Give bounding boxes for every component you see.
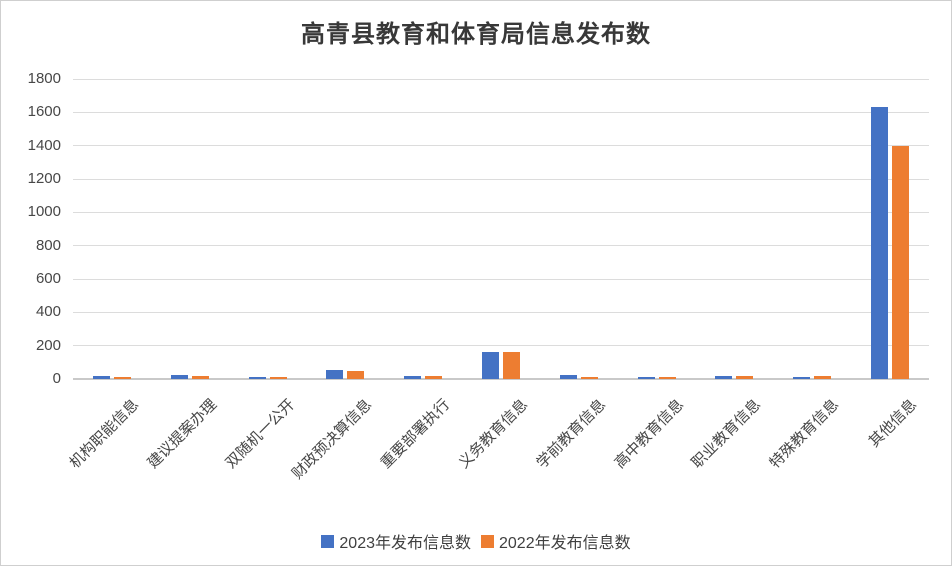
x-axis-label: 职业教育信息 [688, 396, 765, 472]
gridline [73, 111, 929, 113]
bar-group [618, 79, 696, 379]
legend-label-2022: 2022年发布信息数 [499, 535, 631, 552]
bar-group [462, 79, 540, 379]
gridline [73, 278, 929, 280]
legend-item-2023: 2023年发布信息数 [321, 529, 471, 553]
bar-group [229, 79, 307, 379]
gridline [73, 145, 929, 147]
bar-2023 [481, 352, 499, 379]
bar-group [540, 79, 618, 379]
x-axis-label: 学前教育信息 [533, 396, 609, 472]
y-tick-label: 400 [35, 303, 61, 321]
bar-2022 [658, 377, 676, 379]
bar-2023 [92, 376, 110, 379]
x-axis-label: 财政预决算信息 [289, 396, 376, 483]
bar-group [696, 79, 774, 379]
bar-2023 [170, 375, 188, 379]
bar-2023 [637, 377, 655, 379]
x-axis-label: 建议提案办理 [144, 396, 220, 472]
bar-2022 [113, 377, 131, 379]
x-axis-label: 义务教育信息 [455, 396, 532, 472]
bar-group [73, 79, 151, 379]
chart-title: 高青县教育和体育局信息发布数 [301, 21, 651, 48]
y-tick-label: 1000 [27, 203, 61, 221]
legend: 2023年发布信息数 2022年发布信息数 [1, 529, 951, 553]
bar-2023 [559, 375, 577, 379]
y-tick-label: 800 [35, 236, 61, 254]
bar-2022 [814, 376, 832, 379]
gridline [73, 178, 929, 180]
bar-group [773, 79, 851, 379]
bar-group [384, 79, 462, 379]
bar-group [851, 79, 929, 379]
x-axis-label: 双随机一公开 [222, 396, 298, 472]
y-tick-label: 1400 [27, 136, 61, 154]
y-tick-label: 600 [35, 270, 61, 287]
bar-2023 [248, 377, 266, 379]
gridline [73, 311, 929, 313]
bar-2023 [871, 107, 889, 379]
bar-2022 [892, 146, 910, 379]
legend-label-2023: 2023年发布信息数 [339, 535, 471, 552]
bar-2023 [404, 376, 422, 379]
x-axis-label: 重要部署执行 [377, 396, 454, 472]
y-tick-label: 200 [35, 336, 61, 354]
bar-2023 [793, 377, 811, 379]
bar-2022 [347, 371, 365, 379]
gridline [73, 345, 929, 347]
bar-2022 [269, 377, 287, 379]
x-axis-label: 机构职能信息 [66, 396, 143, 472]
gridline [73, 211, 929, 213]
bar-group [151, 79, 229, 379]
legend-swatch-2022 [481, 534, 494, 548]
legend-item-2022: 2022年发布信息数 [481, 529, 631, 553]
x-axis-labels: 机构职能信息 建议提案办理 双随机一公开 财政预决算信息 重要部署执行 义务教育信息 学前教… [66, 394, 929, 519]
bar-2022 [580, 377, 598, 379]
y-tick-label: 0 [52, 370, 61, 387]
bar-2022 [191, 376, 209, 379]
bar-group [306, 79, 384, 379]
y-tick-label: 1200 [27, 170, 61, 187]
x-axis-label: 高中教育信息 [611, 396, 687, 472]
y-tick-label: 1600 [27, 103, 61, 121]
plot-area [73, 78, 929, 380]
x-axis-label: 特殊教育信息 [766, 396, 843, 472]
x-axis-line [73, 378, 929, 380]
bar-2022 [502, 352, 520, 379]
x-axis-label: 其他信息 [865, 396, 921, 451]
y-tick-label: 1800 [27, 70, 61, 87]
bar-2022 [425, 376, 443, 379]
bar-2023 [715, 376, 733, 379]
legend-swatch-2023 [321, 534, 335, 548]
y-axis: 0 200 400 600 800 1000 1200 1400 1600 1800 [1, 70, 61, 387]
gridline [73, 245, 929, 247]
gridline [73, 78, 929, 80]
bar-2023 [326, 370, 344, 379]
bar-2022 [736, 376, 754, 379]
